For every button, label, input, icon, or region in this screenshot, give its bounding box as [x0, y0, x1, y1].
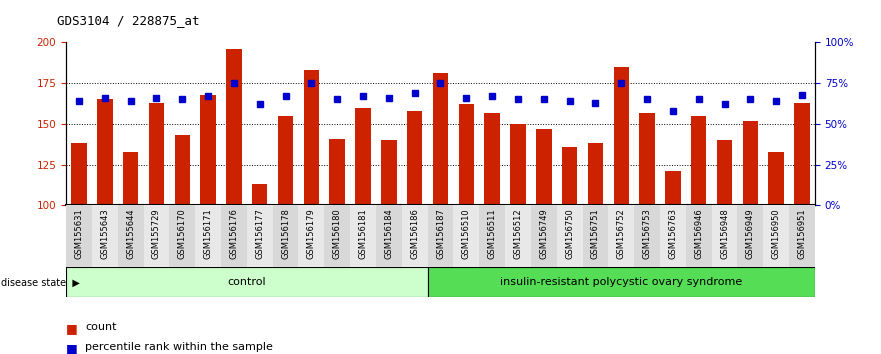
Text: GSM155729: GSM155729: [152, 209, 161, 259]
Text: GSM156186: GSM156186: [411, 209, 419, 259]
Text: GSM156181: GSM156181: [359, 209, 367, 259]
Text: GSM155644: GSM155644: [126, 209, 135, 259]
Bar: [304, 70, 319, 205]
Bar: [479, 205, 505, 267]
Bar: [743, 121, 759, 205]
Text: GSM156187: GSM156187: [436, 209, 445, 259]
Bar: [613, 67, 629, 205]
Bar: [485, 113, 500, 205]
Bar: [634, 205, 660, 267]
Text: GSM156749: GSM156749: [539, 209, 548, 259]
Text: ■: ■: [66, 342, 78, 354]
Text: GSM156179: GSM156179: [307, 209, 316, 259]
Text: GSM156751: GSM156751: [591, 209, 600, 259]
Text: GSM156180: GSM156180: [333, 209, 342, 259]
Bar: [712, 205, 737, 267]
Text: percentile rank within the sample: percentile rank within the sample: [85, 342, 273, 352]
Text: GSM156512: GSM156512: [514, 209, 522, 259]
Bar: [122, 152, 138, 205]
Bar: [66, 205, 92, 267]
Bar: [71, 143, 86, 205]
Bar: [196, 205, 221, 267]
Bar: [329, 138, 345, 205]
Text: insulin-resistant polycystic ovary syndrome: insulin-resistant polycystic ovary syndr…: [500, 277, 743, 287]
Bar: [174, 135, 190, 205]
Text: GSM156752: GSM156752: [617, 209, 626, 259]
Bar: [685, 205, 712, 267]
Text: GSM156178: GSM156178: [281, 209, 290, 259]
Text: GSM155643: GSM155643: [100, 209, 109, 259]
Bar: [200, 95, 216, 205]
Text: GSM156750: GSM156750: [565, 209, 574, 259]
Bar: [247, 205, 272, 267]
Text: GSM156184: GSM156184: [384, 209, 393, 259]
Bar: [278, 116, 293, 205]
Text: count: count: [85, 322, 117, 332]
Bar: [562, 147, 577, 205]
Bar: [763, 205, 789, 267]
Bar: [588, 143, 603, 205]
Bar: [252, 184, 268, 205]
Bar: [609, 205, 634, 267]
Text: GDS3104 / 228875_at: GDS3104 / 228875_at: [57, 14, 200, 27]
Bar: [454, 205, 479, 267]
Text: GSM156177: GSM156177: [255, 209, 264, 259]
Bar: [226, 49, 241, 205]
Text: GSM156951: GSM156951: [797, 209, 806, 259]
Bar: [768, 152, 784, 205]
Bar: [350, 205, 376, 267]
Bar: [376, 205, 402, 267]
Bar: [660, 205, 685, 267]
Bar: [381, 140, 396, 205]
Bar: [795, 103, 810, 205]
Bar: [640, 113, 655, 205]
Text: control: control: [227, 277, 266, 287]
Bar: [144, 205, 169, 267]
Bar: [505, 205, 531, 267]
Bar: [557, 205, 582, 267]
Text: GSM156948: GSM156948: [720, 209, 729, 259]
Text: ■: ■: [66, 322, 78, 335]
Bar: [427, 205, 454, 267]
Text: GSM156753: GSM156753: [642, 209, 652, 259]
Bar: [510, 124, 526, 205]
Text: GSM156176: GSM156176: [229, 209, 239, 259]
Bar: [169, 205, 196, 267]
Bar: [149, 103, 164, 205]
Bar: [299, 205, 324, 267]
Bar: [427, 267, 815, 297]
Bar: [272, 205, 299, 267]
Bar: [531, 205, 557, 267]
Text: GSM155631: GSM155631: [75, 209, 84, 259]
Text: GSM156510: GSM156510: [462, 209, 470, 259]
Text: disease state  ▶: disease state ▶: [1, 277, 80, 287]
Text: GSM156171: GSM156171: [204, 209, 212, 259]
Bar: [691, 116, 707, 205]
Bar: [66, 267, 427, 297]
Bar: [536, 129, 552, 205]
Bar: [789, 205, 815, 267]
Text: GSM156949: GSM156949: [746, 209, 755, 259]
Bar: [402, 205, 427, 267]
Text: GSM156170: GSM156170: [178, 209, 187, 259]
Bar: [355, 108, 371, 205]
Bar: [737, 205, 763, 267]
Text: GSM156763: GSM156763: [669, 209, 677, 259]
Text: GSM156946: GSM156946: [694, 209, 703, 259]
Bar: [665, 171, 681, 205]
Bar: [324, 205, 350, 267]
Text: GSM156950: GSM156950: [772, 209, 781, 259]
Bar: [717, 140, 732, 205]
Bar: [582, 205, 609, 267]
Bar: [221, 205, 247, 267]
Bar: [407, 111, 422, 205]
Bar: [97, 99, 113, 205]
Text: GSM156511: GSM156511: [488, 209, 497, 259]
Bar: [433, 73, 448, 205]
Bar: [92, 205, 118, 267]
Bar: [459, 104, 474, 205]
Bar: [118, 205, 144, 267]
